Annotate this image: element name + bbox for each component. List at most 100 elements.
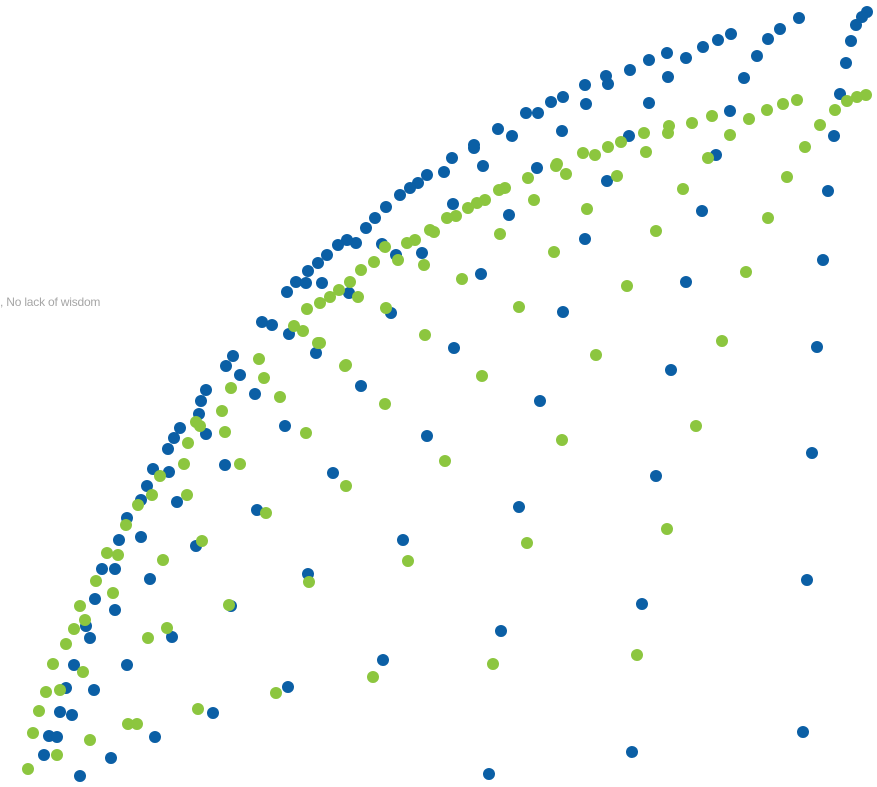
scatter-point xyxy=(419,329,431,341)
scatter-point xyxy=(200,384,212,396)
scatter-point xyxy=(113,534,125,546)
scatter-point xyxy=(793,12,805,24)
scatter-point xyxy=(439,455,451,467)
scatter-point xyxy=(281,286,293,298)
scatter-point xyxy=(548,246,560,258)
scatter-point xyxy=(282,681,294,693)
scatter-point xyxy=(534,395,546,407)
scatter-point xyxy=(643,97,655,109)
scatter-point xyxy=(333,284,345,296)
scatter-point xyxy=(662,71,674,83)
scatter-point xyxy=(227,350,239,362)
scatter-point xyxy=(680,276,692,288)
scatter-point xyxy=(121,659,133,671)
scatter-point xyxy=(631,649,643,661)
scatter-point xyxy=(421,430,433,442)
scatter-point xyxy=(341,234,353,246)
series-layer xyxy=(22,6,873,782)
scatter-point xyxy=(822,185,834,197)
scatter-point xyxy=(650,470,662,482)
scatter-point xyxy=(706,110,718,122)
scatter-point xyxy=(360,222,372,234)
scatter-point xyxy=(369,212,381,224)
scatter-point xyxy=(781,171,793,183)
scatter-point xyxy=(192,703,204,715)
scatter-point xyxy=(279,420,291,432)
scatter-point xyxy=(557,91,569,103)
scatter-point xyxy=(615,136,627,148)
scatter-point xyxy=(303,576,315,588)
scatter-point xyxy=(638,127,650,139)
scatter-point xyxy=(249,388,261,400)
scatter-point xyxy=(194,420,206,432)
scatter-point xyxy=(601,175,613,187)
scatter-point xyxy=(60,638,72,650)
scatter-point xyxy=(38,749,50,761)
scatter-point xyxy=(577,147,589,159)
scatter-point xyxy=(716,335,728,347)
scatter-point xyxy=(797,726,809,738)
scatter-point xyxy=(677,183,689,195)
scatter-point xyxy=(142,632,154,644)
scatter-point xyxy=(166,631,178,643)
scatter-point xyxy=(394,189,406,201)
scatter-point xyxy=(475,268,487,280)
scatter-point xyxy=(446,152,458,164)
scatter-point xyxy=(791,94,803,106)
scatter-point xyxy=(253,353,265,365)
scatter-point xyxy=(416,247,428,259)
scatter-point xyxy=(590,349,602,361)
scatter-point xyxy=(131,718,143,730)
scatter-point xyxy=(556,125,568,137)
scatter-point xyxy=(316,277,328,289)
scatter-point xyxy=(146,489,158,501)
scatter-point xyxy=(528,194,540,206)
scatter-point xyxy=(77,666,89,678)
scatter-point xyxy=(66,709,78,721)
scatter-point xyxy=(421,169,433,181)
scatter-point xyxy=(690,420,702,432)
scatter-point xyxy=(418,259,430,271)
scatter-point xyxy=(513,301,525,313)
scatter-point xyxy=(40,686,52,698)
scatter-point xyxy=(181,489,193,501)
scatter-point xyxy=(424,224,436,236)
scatter-point xyxy=(724,105,736,117)
scatter-point xyxy=(560,168,572,180)
scatter-point xyxy=(84,632,96,644)
scatter-point xyxy=(697,41,709,53)
scatter-point xyxy=(74,600,86,612)
scatter-point xyxy=(743,113,755,125)
scatter-point xyxy=(777,98,789,110)
scatter-point xyxy=(589,149,601,161)
scatter-point xyxy=(225,382,237,394)
scatter-point xyxy=(68,659,80,671)
scatter-point xyxy=(157,554,169,566)
scatter-point xyxy=(392,254,404,266)
scatter-point xyxy=(492,123,504,135)
scatter-point xyxy=(624,64,636,76)
scatter-point xyxy=(447,198,459,210)
scatter-point xyxy=(600,70,612,82)
scatter-point xyxy=(290,276,302,288)
scatter-point xyxy=(219,459,231,471)
scatter-point xyxy=(207,707,219,719)
scatter-point xyxy=(260,507,272,519)
scatter-point xyxy=(47,658,59,670)
scatter-point xyxy=(665,364,677,376)
scatter-point xyxy=(174,422,186,434)
scatter-point xyxy=(531,162,543,174)
scatter-point xyxy=(33,705,45,717)
scatter-point xyxy=(105,752,117,764)
scatter-point xyxy=(223,599,235,611)
scatter-point xyxy=(340,480,352,492)
scatter-point xyxy=(441,212,453,224)
scatter-point xyxy=(355,264,367,276)
scatter-point xyxy=(643,54,655,66)
scatter-point xyxy=(740,266,752,278)
scatter-point xyxy=(109,563,121,575)
scatter-point xyxy=(312,257,324,269)
scatter-point xyxy=(696,205,708,217)
scatter-point xyxy=(513,501,525,513)
